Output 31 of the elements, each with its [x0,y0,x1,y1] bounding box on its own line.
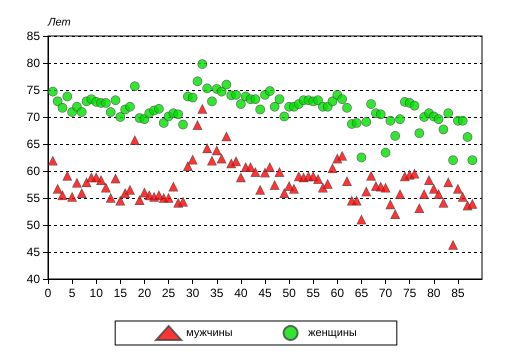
x-tick-label: 45 [258,286,272,300]
x-tick-label: 40 [234,286,248,300]
y-tick-label: 50 [26,218,40,232]
x-tick-label: 25 [162,286,176,300]
y-tick-label: 80 [26,56,40,70]
x-tick-label: 20 [138,286,152,300]
y-tick-label: 85 [26,29,40,43]
y-tick-label: 45 [26,245,40,259]
x-tick-label: 10 [90,286,104,300]
legend-label: женщины [308,327,357,339]
x-tick-label: 65 [354,286,368,300]
x-tick-label: 70 [378,286,393,300]
y-tick-label: 40 [26,272,40,286]
x-tick-label: 0 [44,286,52,300]
x-tick-label: 80 [427,286,441,300]
x-tick-label: 75 [402,286,417,300]
x-tick-label: 50 [282,286,296,300]
x-tick-label: 85 [451,286,465,300]
y-tick-label: 75 [26,83,40,97]
x-tick-label: 5 [68,286,76,300]
y-tick-label: 65 [26,137,40,151]
x-tick-label: 55 [306,286,320,300]
x-tick-label: 15 [114,286,128,300]
x-tick-label: 35 [210,286,224,300]
y-tick-label: 70 [26,110,40,124]
y-axis-title: Лет [47,16,71,28]
y-tick-label: 60 [26,164,40,178]
x-tick-label: 60 [330,286,344,300]
legend-label: мужчины [186,327,233,339]
y-tick-label: 55 [26,191,40,205]
x-tick-label: 30 [186,286,200,300]
